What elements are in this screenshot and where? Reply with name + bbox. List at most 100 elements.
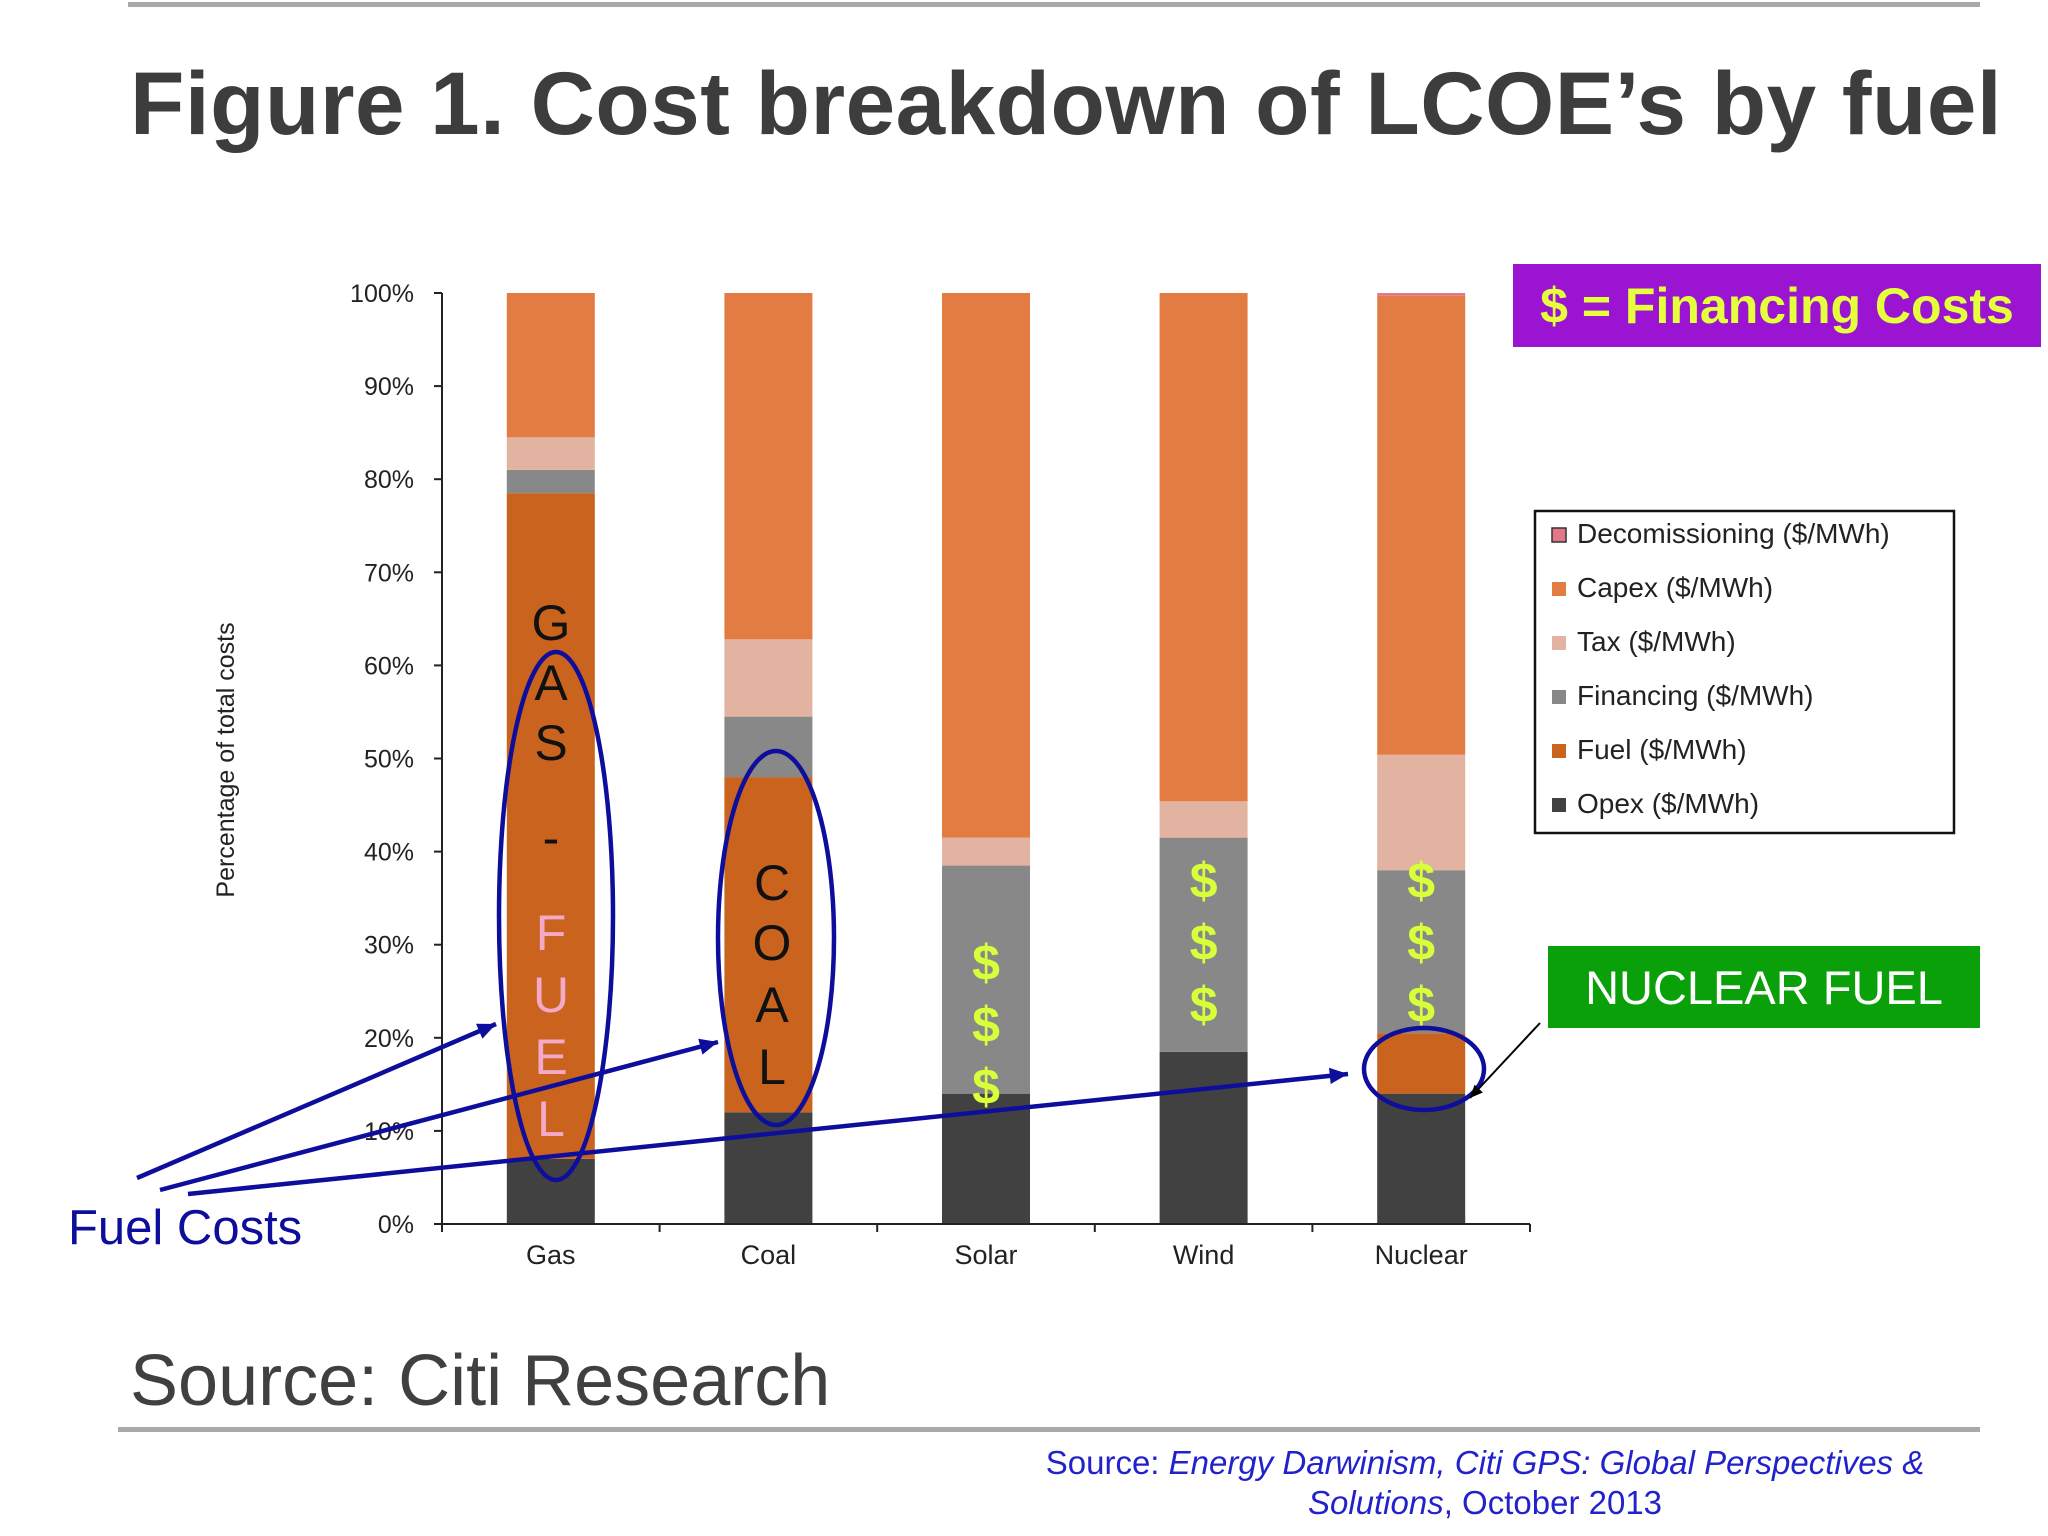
bar-gas-tax	[506, 437, 595, 470]
gas-fuel-letter: G	[532, 595, 571, 651]
fuel-arrow-to-gas	[136, 1021, 497, 1181]
y-tick-label: 70%	[364, 559, 414, 587]
legend-swatch-capex	[1552, 582, 1566, 596]
fuel-arrow-to-nuclear-head	[1328, 1067, 1348, 1084]
bar-coal-capex	[724, 293, 813, 640]
legend-label-capex: Capex ($/MWh)	[1577, 572, 1773, 603]
y-tick-label: 90%	[364, 373, 414, 401]
x-tick-label: Solar	[954, 1240, 1017, 1270]
axes-layer: 0%10%20%30%40%50%60%70%80%90%100%Gas Coal…	[212, 280, 1531, 1270]
nuclear-fuel-pointer	[1469, 1022, 1541, 1099]
bar-nuclear-fuel	[1377, 1033, 1466, 1094]
x-tick-label: Wind	[1173, 1240, 1235, 1270]
gas-fuel-letter: U	[533, 967, 569, 1023]
fuel-arrow-to-nuclear	[187, 1071, 1349, 1197]
legend-swatch-opex	[1552, 798, 1566, 812]
bar-coal-fuel	[724, 777, 813, 1113]
annotation-overlays	[136, 649, 1541, 1197]
x-tick-label: Nuclear	[1375, 1240, 1468, 1270]
reference-suffix: , October 2013	[1443, 1484, 1663, 1521]
fuel-costs-label: Fuel Costs	[68, 1201, 303, 1255]
bar-gas-fuel	[506, 493, 595, 1159]
financing-costs-box: $ = Financing Costs	[1513, 264, 2041, 347]
legend-frame	[1533, 509, 1956, 835]
legend-swatch-financing	[1552, 690, 1566, 704]
legend-swatch-decomissioning	[1551, 527, 1567, 543]
gas-fuel-letter: E	[534, 1029, 567, 1085]
bar-nuclear-opex	[1377, 1093, 1466, 1224]
bar-coal-tax	[724, 639, 813, 717]
bottom-rule	[118, 1427, 1980, 1432]
financing-dollar-sign: $	[1407, 853, 1435, 909]
reference-prefix: Source:	[1045, 1444, 1169, 1481]
y-tick-label: 50%	[364, 746, 414, 774]
coal-letter: O	[753, 915, 792, 971]
reference-note: Source: Energy Darwinism, Citi GPS: Glob…	[900, 1443, 2048, 1523]
bar-solar-capex	[942, 293, 1030, 838]
y-tick-label: 0%	[378, 1211, 414, 1239]
coal-letter: C	[754, 855, 790, 911]
bar-layer	[506, 293, 1466, 1224]
reference-italic-2: Solutions	[1307, 1484, 1444, 1521]
coal-letter: A	[755, 977, 789, 1033]
bar-nuclear-decomissioning	[1377, 293, 1466, 296]
bar-nuclear-tax	[1377, 754, 1466, 871]
nuclear-fuel-pointer-head	[1470, 1084, 1483, 1098]
financing-dollar-sign: $	[1190, 915, 1218, 971]
bar-solar-financing	[942, 865, 1030, 1094]
reference-italic-1: Energy Darwinism, Citi GPS: Global Persp…	[1168, 1444, 1925, 1481]
coal-letter: L	[758, 1039, 786, 1095]
financing-dollar-sign: $	[1190, 977, 1218, 1033]
legend: Decomissioning ($/MWh) Capex ($/MWh) Tax (…	[1533, 509, 1956, 835]
y-tick-label: 40%	[364, 839, 414, 867]
bar-wind-tax	[1159, 801, 1248, 838]
legend-swatch-tax	[1552, 636, 1566, 650]
legend-label-fuel: Fuel ($/MWh)	[1577, 734, 1747, 765]
fuel-arrow-to-gas-head	[476, 1023, 496, 1039]
y-axis-title: Percentage of total costs	[212, 622, 240, 897]
legend-label-opex: Opex ($/MWh)	[1577, 788, 1759, 819]
financing-dollar-sign: $	[972, 935, 1000, 991]
legend-label-tax: Tax ($/MWh)	[1577, 626, 1736, 657]
y-tick-label: 80%	[364, 466, 414, 494]
bar-nuclear-capex	[1377, 295, 1466, 755]
financing-dollar-sign: $	[972, 997, 1000, 1053]
financing-dollar-sign: $	[1190, 853, 1218, 909]
dollar-signs-layer: $ $ $ $ $ $ $ $ $	[972, 853, 1435, 1115]
coal-fuel-ellipse	[715, 748, 837, 1128]
source-citi: Source: Citi Research	[130, 1341, 831, 1421]
fuel-arrow-to-coal-head	[698, 1038, 718, 1055]
bar-gas-financing	[506, 469, 595, 494]
gas-fuel-letter: S	[534, 715, 567, 771]
financing-dollar-sign: $	[1407, 977, 1435, 1033]
x-tick-label: Gas	[526, 1240, 576, 1270]
bar-nuclear-financing	[1377, 870, 1466, 1034]
legend-swatch-fuel	[1552, 744, 1566, 758]
gas-fuel-letter: F	[536, 905, 567, 961]
financing-dollar-sign: $	[1407, 915, 1435, 971]
y-tick-label: 100%	[350, 280, 414, 308]
fuel-arrow-to-coal	[159, 1039, 719, 1193]
gas-fuel-letter: -	[543, 810, 560, 866]
gas-fuel-letter: L	[537, 1091, 565, 1147]
bar-gas-opex	[506, 1158, 595, 1224]
financing-dollar-sign: $	[972, 1059, 1000, 1115]
y-tick-label: 60%	[364, 652, 414, 680]
figure-title: Figure 1. Cost breakdown of LCOE’s by fu…	[130, 53, 2003, 153]
bar-wind-opex	[1159, 1051, 1248, 1224]
top-rule	[128, 2, 1980, 7]
gas-fuel-ellipse	[496, 649, 616, 1183]
bar-wind-financing	[1159, 837, 1248, 1052]
bar-solar-tax	[942, 837, 1030, 866]
legend-label-financing: Financing ($/MWh)	[1577, 680, 1814, 711]
y-tick-label: 30%	[364, 932, 414, 960]
legend-label-decomissioning: Decomissioning ($/MWh)	[1577, 518, 1890, 549]
bar-gas-capex	[506, 293, 595, 438]
x-tick-label: Coal	[741, 1240, 797, 1270]
nuclear-fuel-box: NUCLEAR FUEL	[1548, 946, 1980, 1028]
bar-wind-capex	[1159, 293, 1248, 802]
nuclear-fuel-ellipse	[1361, 1025, 1487, 1113]
y-tick-label: 20%	[364, 1025, 414, 1053]
